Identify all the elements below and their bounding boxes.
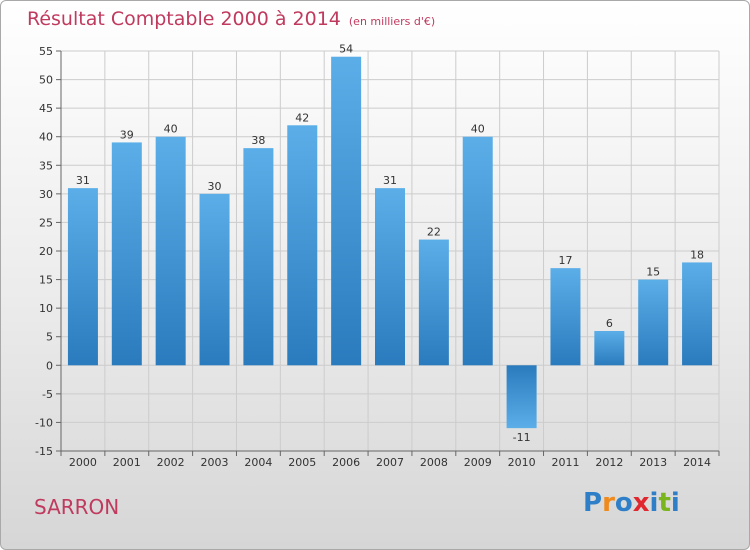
brand-letter: x [632,488,650,518]
y-tick-label: 25 [39,216,53,229]
x-tick-label: 2008 [420,456,448,469]
bar-2000 [67,188,98,366]
data-label: 38 [251,134,265,147]
data-label: 17 [558,254,572,267]
y-tick-label: 5 [46,331,53,344]
y-tick-label: -15 [35,445,53,458]
x-tick-label: 2009 [464,456,492,469]
bar-2013 [638,279,669,366]
data-label: 15 [646,266,660,279]
y-tick-label: 50 [39,74,53,87]
bar-2009 [462,136,493,366]
y-tick-label: 45 [39,102,53,115]
data-label: -11 [513,431,531,444]
y-tick-label: 40 [39,131,53,144]
y-tick-label: 20 [39,245,53,258]
x-tick-label: 2004 [244,456,272,469]
brand-letter: i [670,488,680,518]
x-tick-label: 2007 [376,456,404,469]
chart-subtitle: (en milliers d'€) [348,15,436,28]
brand-letter: P [583,488,603,518]
chart-title: Résultat Comptable 2000 à 2014 [27,8,341,30]
data-label: 22 [427,226,441,239]
data-labels: 31 39 40 30 38 42 54 31 22 40 -11 17 6 15 18 [76,43,704,444]
brand-letter: i [649,488,659,518]
data-label: 54 [339,43,353,56]
x-tick-label: 2003 [201,456,229,469]
brand-letter: o [614,488,633,518]
y-tick-label: 55 [39,45,53,58]
data-label: 40 [471,123,485,136]
y-tick-label: 35 [39,159,53,172]
y-tick-label: -5 [42,388,53,401]
data-label: 18 [690,248,704,261]
y-tick-label: 30 [39,188,53,201]
data-label: 31 [383,174,397,187]
bar-2001 [111,142,142,366]
bar-2007 [375,188,405,366]
x-tick-label: 2011 [551,456,579,469]
bar-2012 [594,331,625,366]
bar-2005 [287,125,318,366]
bar-2003 [199,193,230,366]
x-tick-label: 2010 [508,456,536,469]
axes: -15 -10 -5 0 5 10 15 20 25 30 35 40 45 50 55 2000 2001 20… [35,45,720,469]
bars [67,56,713,429]
y-tick-label: -10 [35,416,53,429]
x-tick-label: 2005 [288,456,316,469]
x-tick-label: 2014 [683,456,711,469]
bar-2010 [506,365,537,429]
title-row: Résultat Comptable 2000 à 2014 (en millie… [27,8,435,30]
data-label: 42 [295,111,309,124]
data-label: 31 [76,174,90,187]
bar-2004 [243,148,274,366]
x-tick-label: 2012 [595,456,623,469]
y-tick-label: 0 [46,359,53,372]
bar-2002 [155,136,186,366]
bar-2008 [418,239,449,366]
y-tick-label: 10 [39,302,53,315]
place-name: SARRON [34,495,120,519]
bar-2011 [550,268,581,366]
y-tick-label: 15 [39,274,53,287]
x-tick-label: 2002 [157,456,185,469]
x-tick-label: 2013 [639,456,667,469]
brand-letter: r [602,488,615,518]
bar-2014 [682,262,713,366]
x-tick-label: 2000 [69,456,97,469]
data-label: 30 [208,180,222,193]
data-label: 40 [164,123,178,136]
data-label: 39 [120,128,134,141]
x-tick-label: 2001 [113,456,141,469]
x-tick-label: 2006 [332,456,360,469]
data-label: 6 [606,317,613,330]
brand-letter: t [658,488,671,518]
bar-2006 [331,56,362,366]
brand-logo: Proxiti [583,488,680,518]
